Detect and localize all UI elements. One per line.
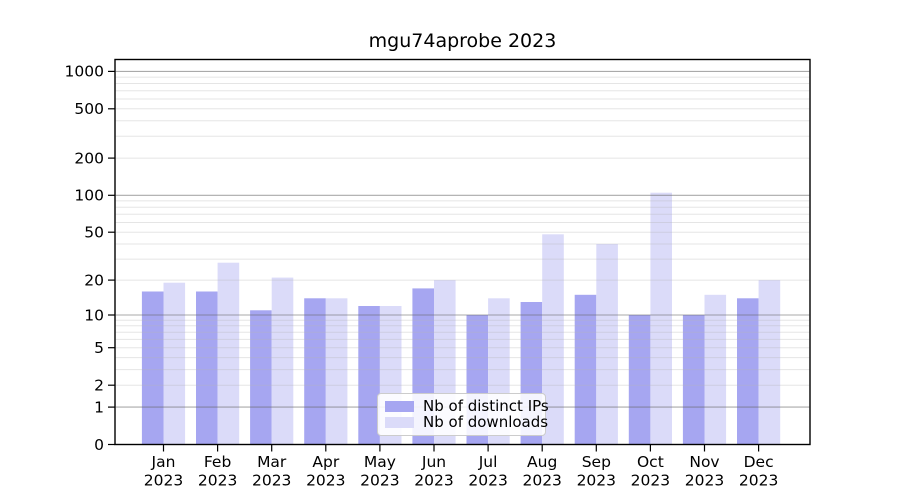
legend-label-distinct-ips: Nb of distinct IPs: [423, 397, 549, 415]
plot-border: [114, 58, 811, 446]
x-tick-label-jan: Jan 2023: [144, 453, 183, 490]
x-tick-label-mar: Mar 2023: [252, 453, 291, 490]
bar-distinct-ips-may: [358, 306, 380, 445]
y-tick-label: 200: [74, 149, 104, 167]
legend-swatch-downloads-icon: [385, 417, 414, 428]
x-tick-label-may: May 2023: [360, 453, 399, 490]
x-tick-label-aug: Aug 2023: [522, 453, 561, 490]
x-tick-label-oct: Oct 2023: [631, 453, 670, 490]
bar-downloads-feb: [217, 262, 240, 445]
y-tick-label: 10: [84, 306, 104, 324]
bar-distinct-ips-feb: [196, 291, 218, 445]
y-tick-label: 20: [84, 271, 104, 289]
bar-distinct-ips-oct: [628, 315, 651, 445]
y-tick-label: 0: [94, 436, 104, 454]
y-tick-label: 5: [94, 339, 104, 357]
bar-distinct-ips-jan: [141, 291, 164, 445]
y-tick-label: 1: [94, 398, 104, 416]
x-tick-label-jun: Jun 2023: [414, 453, 453, 490]
y-tick-label: 500: [74, 100, 104, 118]
legend-label-downloads: Nb of downloads: [423, 413, 549, 431]
bar-distinct-ips-nov: [682, 315, 705, 445]
bar-downloads-sep: [596, 244, 618, 445]
bar-downloads-oct: [650, 192, 672, 445]
legend-item-distinct-ips: Nb of distinct IPs: [385, 399, 549, 414]
x-tick-label-nov: Nov 2023: [685, 453, 724, 490]
bar-distinct-ips-dec: [737, 298, 759, 445]
x-tick-label-apr: Apr 2023: [306, 453, 345, 490]
legend-item-downloads: Nb of downloads: [385, 415, 548, 430]
chart-title: mgu74aprobe 2023: [368, 30, 557, 52]
chart-legend: Nb of distinct IPs Nb of downloads: [377, 393, 549, 436]
y-tick-label: 100: [74, 187, 104, 205]
y-tick-label: 2: [94, 377, 104, 395]
bar-downloads-mar: [271, 277, 294, 445]
x-tick-label-jul: Jul 2023: [468, 453, 507, 490]
bar-distinct-ips-apr: [304, 298, 326, 445]
bar-distinct-ips-mar: [250, 310, 272, 445]
legend-swatch-distinct-ips-icon: [385, 401, 414, 412]
y-tick-label: 50: [84, 224, 104, 242]
bar-downloads-apr: [325, 298, 348, 445]
bar-downloads-dec: [758, 280, 781, 445]
x-tick-label-feb: Feb 2023: [198, 453, 237, 490]
bar-downloads-aug: [542, 234, 564, 445]
x-tick-label-dec: Dec 2023: [739, 453, 778, 490]
bar-downloads-jan: [163, 282, 186, 445]
x-tick-label-sep: Sep 2023: [577, 453, 616, 490]
y-tick-label: 1000: [65, 63, 104, 81]
